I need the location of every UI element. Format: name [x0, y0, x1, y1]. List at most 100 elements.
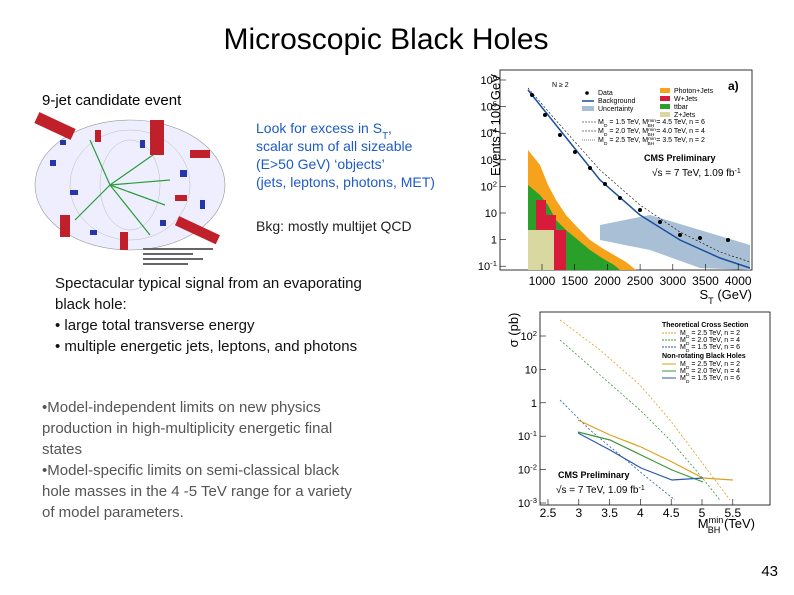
selection-label: N ≥ 2	[552, 82, 569, 89]
y-tick-label-part: -1	[530, 429, 537, 438]
x-tick-label: 3.5	[601, 506, 618, 520]
y-tick-label-part: 10	[518, 431, 530, 443]
y-tick-label: 10	[485, 208, 497, 220]
y-tick-label-part: 6	[493, 73, 497, 82]
event-display	[34, 112, 226, 265]
y-tick-label-part: 5	[493, 99, 497, 108]
legend-entry-part: M	[680, 375, 686, 382]
limits-line: •Model-specific limits on semi-classical…	[42, 462, 339, 479]
legend-entry: MD = 1.5 TeV, n = 6	[680, 375, 740, 385]
legend-entry-part: D	[686, 365, 690, 371]
lumi-label-part: -1	[735, 168, 741, 175]
legend-entry-part: = 2.5 TeV, M	[607, 137, 648, 144]
x-tick-label: 2000	[594, 274, 621, 288]
legend-entry: MD = 2.0 TeV, n = 4	[680, 337, 740, 347]
legend-entry: Photon+Jets	[674, 88, 714, 95]
signal-line: black hole:	[55, 296, 127, 313]
x-tick-label: 1500	[561, 274, 588, 288]
callout-line: Look for excess in ST,	[256, 120, 392, 142]
legend-entry: ttbar	[674, 104, 689, 111]
limits-line: production in high-multiplicity energeti…	[42, 420, 332, 437]
panel-label: a)	[728, 79, 739, 93]
signal-text: Spectacular typical signal from an evapo…	[55, 275, 362, 355]
legend-swatch	[660, 88, 670, 93]
legend-entry-part: = 3.5 TeV, n = 2	[654, 137, 705, 144]
x-axis-label-part: M	[698, 516, 709, 531]
legend-entry: MD = 1.5 TeV, Mmin BH = 4.5 TeV, n = 6	[598, 118, 705, 129]
y-tick-label: 1	[491, 235, 497, 247]
limits-line: states	[42, 441, 82, 458]
x-axis-label-part: (GeV)	[714, 287, 752, 302]
limits-line: hole masses in the 4 -5 TeV range for a …	[42, 483, 352, 500]
legend-entry: Uncertainty	[598, 106, 634, 113]
legend-entry-part: M	[598, 128, 604, 135]
y-tick-label-part: 1	[531, 398, 537, 410]
event-caption: 9-jet candidate event	[42, 92, 182, 109]
legend-entry: W+Jets	[674, 96, 698, 103]
legend-entry: MD = 2.5 TeV, Mmin BH = 3.5 TeV, n = 2	[598, 136, 705, 147]
legend-entry-part: D	[604, 141, 608, 147]
y-tick-label-part: 10	[520, 331, 532, 343]
legend-entry-part: M	[598, 119, 604, 126]
x-axis-label-part: (TeV)	[720, 516, 755, 531]
legend-entry-part: M	[680, 368, 686, 375]
legend-heading: Theoretical Cross Section	[662, 322, 748, 329]
legend-entry-part: D	[604, 123, 608, 129]
callout-line-part: T	[382, 131, 388, 142]
signal-line: Spectacular typical signal from an evapo…	[55, 275, 362, 292]
legend-entry: MD = 1.5 TeV, n = 6	[680, 344, 740, 354]
legend-entry: MD = 2.0 TeV, Mmin BH = 4.0 TeV, n = 4	[598, 127, 705, 138]
y-tick-label-part: -1	[490, 259, 497, 268]
y-tick-label: 10	[525, 364, 537, 376]
legend-entry-part: = 4.0 TeV, n = 4	[654, 128, 705, 135]
y-tick-label-part: -2	[530, 462, 537, 471]
callout-line-part: ,	[388, 120, 392, 136]
y-tick-label: 10-2	[518, 462, 537, 477]
legend-entry-part: BH	[648, 132, 655, 138]
legend-entry-part: D	[686, 379, 690, 385]
legend-swatch	[660, 104, 670, 109]
legend-entry-part: = 1.5 TeV, M	[607, 119, 648, 126]
limits-line: •Model-independent limits on new physics	[42, 399, 321, 416]
lumi-label-part: -1	[639, 485, 645, 492]
legend-entry: Z+Jets	[674, 112, 696, 119]
x-tick-label: 2.5	[540, 506, 557, 520]
legend-swatch	[660, 112, 670, 117]
callout-line: (E>50 GeV) ‘objects’	[256, 156, 385, 172]
limits-line: of model parameters.	[42, 504, 184, 521]
legend-entry-part: = 1.5 TeV, n = 6	[689, 344, 740, 351]
y-axis-label: σ (pb)	[506, 313, 521, 348]
legend-swatch	[660, 96, 670, 101]
background-note: Bkg: mostly multijet QCD	[256, 218, 412, 234]
y-tick-label: 102	[520, 329, 537, 344]
y-tick-label-part: 2	[533, 329, 537, 338]
x-axis-label-part: BH	[708, 525, 721, 535]
signal-line: • large total transverse energy	[55, 317, 255, 334]
y-tick-label: 106	[480, 73, 497, 88]
legend-heading: Non-rotating Black Holes	[662, 353, 746, 360]
legend-entry-part: M	[680, 361, 686, 368]
legend-entry-part: BH	[648, 123, 655, 129]
legend-entry-part: D	[686, 334, 690, 340]
x-axis-label: Mmin BH (TeV)	[698, 515, 755, 535]
y-tick-label-part: 4	[493, 126, 498, 135]
legend-entry-part: M	[680, 337, 686, 344]
limits-text: •Model-independent limits on new physics…	[42, 399, 352, 521]
lumi-label-part: √s = 7 TeV, 1.09 fb	[556, 484, 639, 496]
legend-entry-part: = 4.5 TeV, n = 6	[654, 119, 705, 126]
y-tick-label-part: 10	[518, 465, 530, 477]
legend-swatch	[582, 106, 594, 111]
y-tick-label-part: 3	[493, 152, 497, 161]
st-plot	[499, 69, 753, 271]
y-tick-label-part: 10	[485, 208, 497, 220]
y-tick-label-part: 10	[478, 261, 490, 273]
legend-entry-part: M	[598, 137, 604, 144]
legend-entry: Background	[598, 98, 635, 105]
legend-entry-part: M	[680, 344, 686, 351]
xs-plot	[539, 311, 771, 506]
page-number: 43	[761, 563, 778, 580]
signal-line: • multiple energetic jets, leptons, and …	[55, 338, 357, 355]
